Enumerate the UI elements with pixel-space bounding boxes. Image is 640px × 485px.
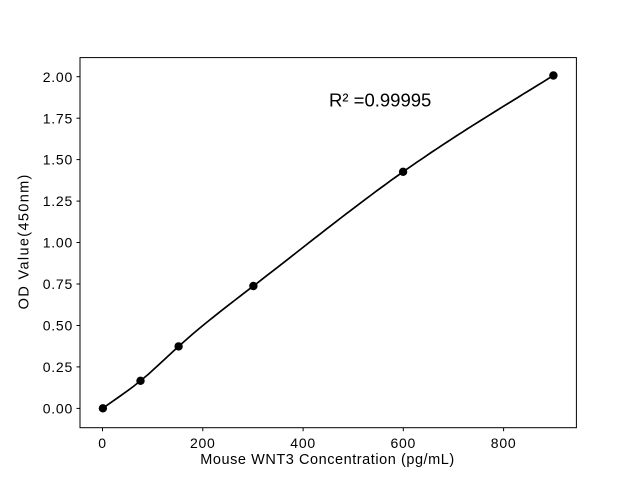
svg-text:1.50: 1.50 — [43, 152, 73, 168]
svg-text:0: 0 — [98, 435, 107, 451]
svg-text:Mouse WNT3 Concentration (pg/m: Mouse WNT3 Concentration (pg/mL) — [200, 452, 455, 468]
svg-text:600: 600 — [390, 435, 416, 451]
svg-text:0.00: 0.00 — [43, 401, 73, 417]
svg-text:R² =0.99995: R² =0.99995 — [329, 90, 431, 111]
svg-text:2.00: 2.00 — [43, 69, 73, 85]
svg-text:1.75: 1.75 — [43, 110, 73, 126]
svg-text:800: 800 — [491, 435, 517, 451]
svg-text:200: 200 — [190, 435, 216, 451]
svg-text:1.00: 1.00 — [43, 235, 73, 251]
svg-text:0.50: 0.50 — [43, 318, 73, 334]
svg-text:1.25: 1.25 — [43, 193, 73, 209]
svg-text:OD Value(450nm): OD Value(450nm) — [17, 173, 33, 309]
svg-text:0.25: 0.25 — [43, 359, 73, 375]
svg-text:400: 400 — [290, 435, 316, 451]
svg-text:0.75: 0.75 — [43, 276, 73, 292]
